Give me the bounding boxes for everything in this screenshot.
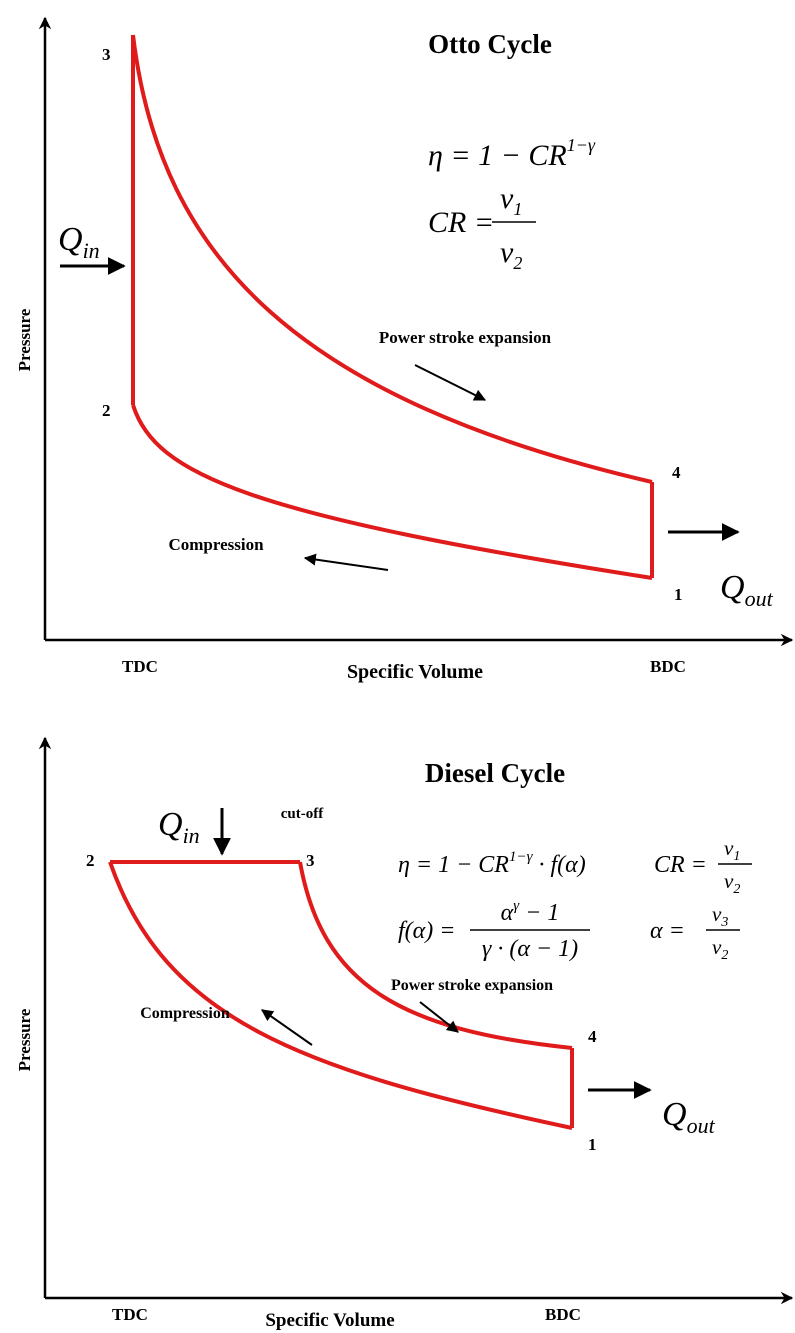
state-label: 1 [674,585,683,604]
compression-curve [108,861,573,1130]
formula-text: v [500,182,514,215]
formula-text: v [724,869,734,893]
cr-numerator: v1 [500,182,522,219]
q-subscript: in [83,238,100,263]
expansion-arrow [419,1001,459,1033]
expansion-label: Power stroke expansion [391,977,553,994]
formula-superscript: γ [513,898,520,914]
formula-text: η = 1 − CR [428,139,567,172]
state-label: 4 [588,1027,597,1046]
q-in: Qin [58,221,100,263]
q-out: Qout [720,569,774,611]
alpha-denominator: v2 [712,935,728,963]
formula-subscript: 1 [513,199,522,219]
cr-denominator: v2 [724,869,740,897]
cr-denominator: v2 [500,236,522,273]
x-axis-label: Specific Volume [265,1310,394,1331]
diesel-diagram: Diesel Cycle Pressure TDC Specific Volum… [15,736,794,1331]
q-in: Qin [158,806,200,848]
f-alpha-lhs: f(α) = [398,918,455,944]
alpha-numerator: v3 [712,902,728,930]
formula-subscript: 2 [721,948,728,963]
formula-subscript: 2 [733,882,740,897]
expansion-curve [298,861,573,1050]
state-label: 4 [672,463,681,482]
q-symbol: Q [58,221,83,258]
formula-text: v [724,836,734,860]
compression-label: Compression [168,535,264,554]
compression-arrow [303,553,389,571]
alpha-lhs: α = [650,918,685,944]
formula-superscript: 1−γ [509,849,534,865]
state-label: 3 [306,851,315,870]
efficiency-formula: η = 1 − CR1−γ · f(α) [398,849,586,878]
formula-text: v [500,236,514,269]
state-label: 2 [102,401,111,420]
title: Diesel Cycle [425,758,565,788]
formula-text: − 1 [519,900,559,926]
formula-text: · f(α) [533,852,586,878]
cr-formula-lhs: CR = [654,852,707,878]
compression-label: Compression [140,1005,230,1022]
cr-numerator: v1 [724,836,740,864]
compression-curve [131,404,653,580]
state-label: 3 [102,45,111,64]
bdc-label: BDC [545,1305,581,1324]
y-axis-label: Pressure [15,1008,34,1071]
q-subscript: out [745,586,774,611]
y-axis-label: Pressure [15,308,34,371]
x-axis-label: Specific Volume [347,661,483,683]
formula-subscript: 1 [733,849,740,864]
formula-text: α [501,900,514,926]
formula-subscript: 3 [720,915,728,930]
cr-formula-lhs: CR = [428,206,494,239]
formula-superscript: 1−γ [567,135,596,155]
f-alpha-denominator: γ · (α − 1) [482,936,578,962]
bdc-label: BDC [650,657,686,676]
state-label: 2 [86,851,95,870]
formula-text: v [712,935,722,959]
q-subscript: in [183,823,200,848]
otto-diagram: Otto Cycle Pressure TDC Specific Volume … [15,16,794,683]
cut-off-label: cut-off [281,806,324,822]
formula-text: η = 1 − CR [398,852,509,878]
formula-text: v [712,902,722,926]
q-out: Qout [662,1096,716,1138]
q-symbol: Q [158,806,183,843]
compression-arrow [261,1009,313,1046]
formula-subscript: 2 [513,253,522,273]
f-alpha-numerator: αγ − 1 [501,898,560,926]
q-symbol: Q [720,569,745,606]
q-subscript: out [687,1113,716,1138]
tdc-label: TDC [112,1305,148,1324]
tdc-label: TDC [122,657,158,676]
efficiency-formula: η = 1 − CR1−γ [428,135,596,172]
expansion-arrow [414,364,487,401]
title: Otto Cycle [428,29,552,59]
expansion-curve [131,34,653,484]
state-label: 1 [588,1135,597,1154]
expansion-label: Power stroke expansion [379,328,552,347]
q-symbol: Q [662,1096,687,1133]
